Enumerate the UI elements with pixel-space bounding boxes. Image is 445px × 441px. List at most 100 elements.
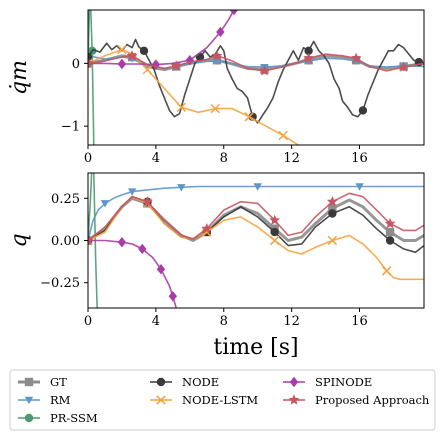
series-marker-proposed-approach (88, 57, 94, 68)
legend-label: Proposed Approach (315, 393, 430, 407)
legend-item-spinode: SPINODE (283, 375, 372, 389)
legend-marker (24, 413, 34, 423)
series-marker-rm (355, 183, 364, 191)
series-line-gt (88, 196, 424, 242)
series-line-proposed-approach (88, 53, 424, 72)
legend-item-node-lstm: NODE-LSTM (150, 393, 258, 407)
series-marker-proposed-approach (398, 61, 410, 72)
legend-marker (289, 376, 299, 388)
series-marker-spinode (138, 243, 147, 255)
series-marker-node (139, 46, 149, 56)
x-tick-label: 0 (84, 314, 92, 329)
y-axis-label: q (7, 233, 32, 247)
series-marker-rm (253, 183, 262, 191)
y-tick-label: 0.00 (51, 234, 80, 249)
series-marker-spinode (117, 236, 127, 248)
series-marker-spinode (229, 10, 239, 16)
series-group (88, 173, 424, 346)
axes-frame (87, 9, 425, 146)
x-tick-label: 0 (84, 151, 92, 166)
legend-item-gt: GT (18, 375, 67, 389)
series-marker-node-lstm (278, 130, 288, 141)
legend-marker (24, 396, 34, 405)
series-marker-node-lstm (117, 44, 127, 55)
legend-marker (156, 377, 166, 387)
series-marker-node-lstm (202, 227, 212, 237)
series-marker-proposed-approach (269, 214, 281, 225)
series-marker-proposed-approach (211, 50, 223, 61)
series-line-pr-ssm (88, 173, 98, 308)
x-tick-label: 4 (152, 151, 160, 166)
y-tick-label: −0.25 (40, 276, 80, 291)
legend-label: NODE-LSTM (182, 393, 258, 407)
legend-label: PR-SSM (50, 411, 98, 425)
series-marker-node-lstm (381, 266, 392, 276)
legend: GT NODE SPINODE RM NODE-LSTM Proposed Approac… (9, 369, 436, 431)
series-marker-proposed-approach (88, 234, 94, 246)
series-marker-node-lstm (142, 64, 153, 75)
x-axis-label: time [s] (213, 335, 298, 360)
y-tick-label: −1 (61, 120, 80, 135)
series-marker-node (328, 209, 337, 218)
x-tick-label: 8 (220, 314, 228, 329)
series-marker-gt (328, 204, 337, 213)
series-marker-spinode (168, 290, 178, 302)
x-tick-label: 12 (283, 151, 300, 166)
series-marker-spinode (216, 26, 225, 38)
series-marker-proposed-approach (126, 50, 138, 61)
series-marker-proposed-approach (303, 52, 314, 63)
series-line-node-lstm (88, 195, 424, 281)
series-marker-node-lstm (176, 102, 187, 113)
y-axis-label: q̇m (7, 60, 32, 95)
series-marker-proposed-approach (170, 60, 182, 71)
series-marker-rm (177, 184, 186, 192)
plot-panel-1: 0 4 8 12 16 0.25 0.00 −0.25 q time [s] (7, 172, 425, 360)
y-tick-label: 0.25 (51, 192, 80, 207)
series-marker-node-lstm (327, 235, 338, 246)
series-marker-spinode (117, 58, 127, 70)
legend-label: NODE (182, 375, 219, 389)
legend-marker (156, 395, 166, 405)
series-group (88, 10, 424, 145)
series-marker-spinode (151, 59, 161, 70)
legend-label: GT (50, 375, 67, 389)
series-marker-proposed-approach (259, 65, 270, 76)
y-tick-label: 0 (72, 57, 80, 72)
x-tick-label: 16 (351, 314, 368, 329)
series-marker-node (385, 236, 395, 245)
x-tick-label: 8 (220, 151, 228, 166)
series-line-node (88, 195, 424, 254)
series-marker-proposed-approach (326, 196, 338, 207)
series-line-spinode (88, 239, 177, 308)
series-marker-gt (385, 227, 395, 237)
series-marker-node-lstm (269, 235, 280, 246)
legend-label: RM (50, 393, 71, 407)
legend-marker (288, 394, 300, 405)
series-marker-spinode (156, 263, 166, 275)
series-line-pr-ssm (88, 10, 95, 145)
series-marker-rm (100, 200, 110, 208)
x-tick-label: 16 (351, 151, 368, 166)
plot-panel-0: 0 4 8 12 16 0 −1 q̇m (7, 9, 425, 166)
series-marker-proposed-approach (201, 223, 213, 234)
series-marker-node (358, 106, 368, 115)
legend-label: SPINODE (315, 375, 372, 389)
series-marker-rm (127, 188, 137, 196)
axes-frame (87, 172, 425, 309)
legend-item-rm: RM (18, 393, 71, 407)
series-marker-proposed-approach (142, 196, 153, 207)
series-line-node (88, 38, 424, 124)
series-marker-node (270, 227, 279, 237)
series-marker-node-lstm (244, 112, 254, 122)
series-marker-node (304, 46, 313, 56)
series-marker-pr-ssm (94, 338, 102, 346)
x-tick-label: 4 (152, 314, 160, 329)
legend-frame (9, 369, 436, 431)
legend-item-node: NODE (150, 375, 219, 389)
legend-marker (24, 377, 34, 387)
series-marker-node-lstm (210, 103, 221, 114)
series-marker-proposed-approach (384, 217, 396, 229)
series-marker-proposed-approach (350, 52, 362, 63)
legend-item-proposed-approach: Proposed Approach (283, 393, 430, 407)
